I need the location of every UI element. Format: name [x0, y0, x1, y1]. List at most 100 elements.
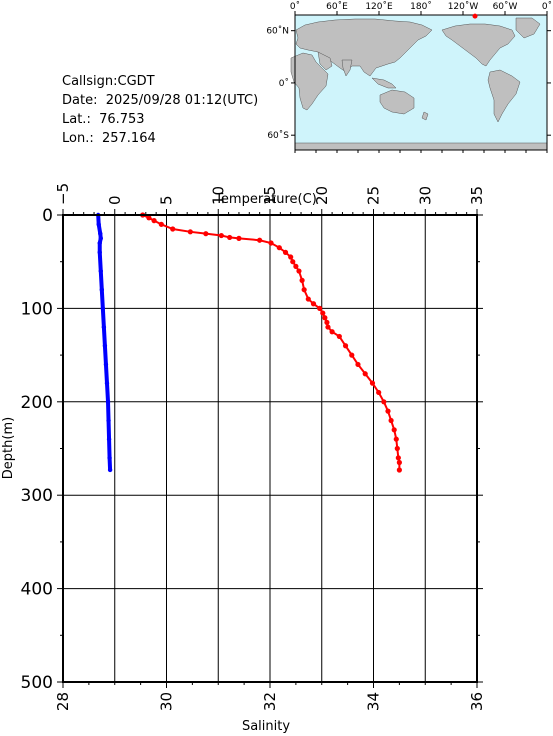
temperature-data-point	[376, 389, 382, 396]
temperature-data-point	[393, 436, 399, 442]
map-land-se-asia	[371, 77, 397, 89]
plot-frame	[62, 214, 478, 683]
salinity-data-point	[96, 222, 101, 227]
temperature-axis-label: Temperature(C)	[214, 192, 317, 207]
depth-tick-label: 500	[21, 673, 53, 693]
temperature-data-point	[151, 218, 157, 224]
temperature-data-point	[146, 215, 152, 221]
temperature-tick-label: 25	[365, 186, 383, 205]
map-land-new-zealand	[421, 111, 429, 121]
temperature-data-point	[305, 296, 311, 302]
temperature-data-point	[388, 417, 394, 424]
salinity-data-point	[97, 240, 102, 246]
depth-tick-label: 100	[21, 299, 53, 319]
series-layer	[95, 212, 402, 473]
temperature-data-point	[288, 254, 294, 260]
temperature-data-point	[324, 319, 330, 326]
temperature-data-point	[293, 263, 299, 269]
map-land-antarctica	[294, 142, 548, 151]
temperature-data-point	[369, 380, 376, 386]
temperature-data-point	[396, 467, 402, 473]
map-land-arabia	[317, 51, 333, 71]
temperature-tick-label: 5	[158, 195, 176, 205]
temperature-data-point	[218, 232, 224, 239]
salinity-data-point	[99, 287, 105, 292]
map-lon-label: 120˚W	[448, 1, 479, 12]
temperature-tick-label: 20	[313, 186, 331, 205]
temperature-data-point	[336, 333, 342, 340]
salinity-data-point	[106, 436, 112, 442]
depth-tick-label: 400	[21, 580, 53, 600]
salinity-data-point	[106, 418, 111, 423]
salinity-data-point	[100, 306, 106, 311]
map-land-india	[341, 59, 353, 77]
map-lon-label: 60˚W	[493, 1, 518, 12]
temperature-data-point	[325, 324, 331, 330]
salinity-tick-label: 30	[158, 692, 176, 711]
salinity-data-point	[107, 455, 112, 461]
temperature-data-point	[282, 249, 289, 255]
longitude-text: Lon.: 257.164	[62, 131, 156, 146]
temperature-data-point	[227, 234, 233, 241]
chart-grid	[62, 214, 478, 683]
salinity-data-point	[107, 467, 113, 473]
salinity-data-point	[101, 324, 107, 330]
depth-axis-label: Depth(m)	[1, 417, 16, 479]
depth-tick-label: 0	[42, 206, 53, 226]
temperature-data-point	[322, 315, 328, 321]
latitude-text: Lat.: 76.753	[62, 112, 145, 127]
temperature-data-point	[355, 361, 361, 368]
map-lat-label: 60˚S	[267, 130, 289, 141]
temperature-data-point	[301, 287, 307, 293]
temperature-tick-label: −5	[54, 183, 72, 205]
temperature-data-point	[187, 229, 193, 235]
temperature-data-point	[329, 329, 335, 335]
temperature-profile-line	[142, 214, 401, 470]
salinity-data-point	[98, 236, 103, 241]
temperature-tick-label: 30	[416, 186, 434, 205]
callsign-text: Callsign:CGDT	[62, 74, 155, 89]
temperature-data-point	[268, 240, 274, 246]
temperature-data-point	[257, 237, 263, 243]
temperature-tick-label: 0	[106, 195, 124, 205]
temperature-tick-label: 35	[468, 186, 486, 205]
temperature-tick-label: 15	[261, 186, 279, 205]
station-marker	[472, 13, 478, 19]
temperature-data-point	[381, 399, 387, 405]
map-lon-label: 120˚E	[365, 1, 393, 12]
temperature-data-point	[236, 235, 242, 241]
date-text: Date: 2025/09/28 01:12(UTC)	[62, 93, 259, 108]
salinity-tick-label: 28	[54, 692, 72, 711]
temperature-data-point	[395, 455, 401, 461]
temperature-data-point	[342, 343, 349, 349]
salinity-data-point	[104, 380, 110, 386]
map-land	[290, 17, 548, 151]
temperature-data-point	[396, 459, 402, 466]
temperature-data-point	[349, 352, 355, 358]
map-land-africa	[290, 52, 329, 111]
temperature-data-point	[296, 268, 302, 274]
map-land-south-america	[487, 69, 521, 123]
map-land-north-america	[441, 23, 516, 67]
temperature-data-point	[310, 301, 317, 307]
temperature-data-point	[391, 427, 397, 433]
map-lon-label: 60˚E	[326, 1, 348, 12]
depth-tick-label: 200	[21, 393, 53, 413]
map-lat-label: 0˚	[279, 78, 289, 89]
temperature-data-point	[317, 305, 323, 311]
salinity-axis-label: Salinity	[242, 719, 290, 734]
salinity-data-point	[102, 343, 108, 348]
temperature-data-point	[203, 231, 209, 237]
salinity-data-point	[103, 362, 109, 367]
salinity-data-point	[98, 268, 103, 274]
temperature-data-point	[276, 245, 282, 251]
temperature-data-point	[394, 445, 400, 452]
salinity-data-point	[105, 399, 111, 404]
map-lat-label: 60˚N	[266, 26, 289, 37]
temperature-data-point	[362, 371, 368, 377]
depth-tick-label: 300	[21, 486, 53, 506]
temperature-data-point	[385, 408, 391, 414]
